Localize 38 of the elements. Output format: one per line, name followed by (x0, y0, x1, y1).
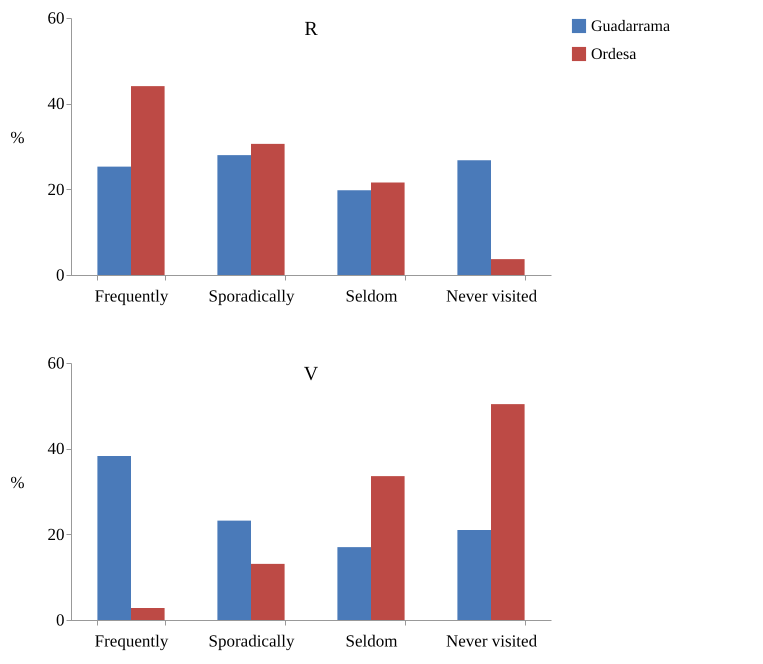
x-tick-label: Seldom (346, 632, 398, 650)
bar (97, 456, 131, 620)
legend-label: Ordesa (591, 46, 636, 63)
bar (217, 155, 251, 275)
bar (337, 547, 371, 620)
y-tick-label: 20 (48, 180, 64, 199)
bar (337, 190, 371, 275)
y-tick-label: 40 (48, 439, 64, 458)
chart-title: R (304, 18, 318, 40)
bar (491, 259, 525, 275)
y-tick-label: 0 (56, 610, 64, 630)
bar (371, 476, 405, 620)
y-tick-label: 0 (56, 266, 64, 284)
y-axis-title: % (10, 128, 25, 147)
y-axis-title: % (10, 473, 25, 492)
x-tick-label: Never visited (446, 632, 538, 650)
x-tick-label: Sporadically (208, 632, 295, 650)
x-tick-label: Frequently (94, 632, 169, 650)
bar (371, 182, 405, 275)
bar (217, 520, 251, 620)
chart-title: V (304, 363, 319, 385)
bar (251, 564, 285, 620)
y-tick-label: 60 (48, 354, 64, 372)
y-tick-label: 20 (48, 524, 64, 544)
bar (491, 404, 525, 620)
legend-label: Guadarrama (591, 18, 670, 35)
bar (131, 86, 165, 275)
bar (457, 530, 491, 620)
bar (457, 160, 491, 275)
x-tick-label: Seldom (346, 286, 398, 306)
x-tick-label: Frequently (94, 286, 169, 306)
bar (97, 166, 131, 275)
y-tick-label: 40 (48, 94, 64, 114)
bar (251, 144, 285, 275)
y-tick-label: 60 (48, 8, 64, 28)
bar (131, 608, 165, 620)
x-tick-label: Never visited (446, 286, 538, 306)
x-tick-label: Sporadically (208, 286, 295, 306)
